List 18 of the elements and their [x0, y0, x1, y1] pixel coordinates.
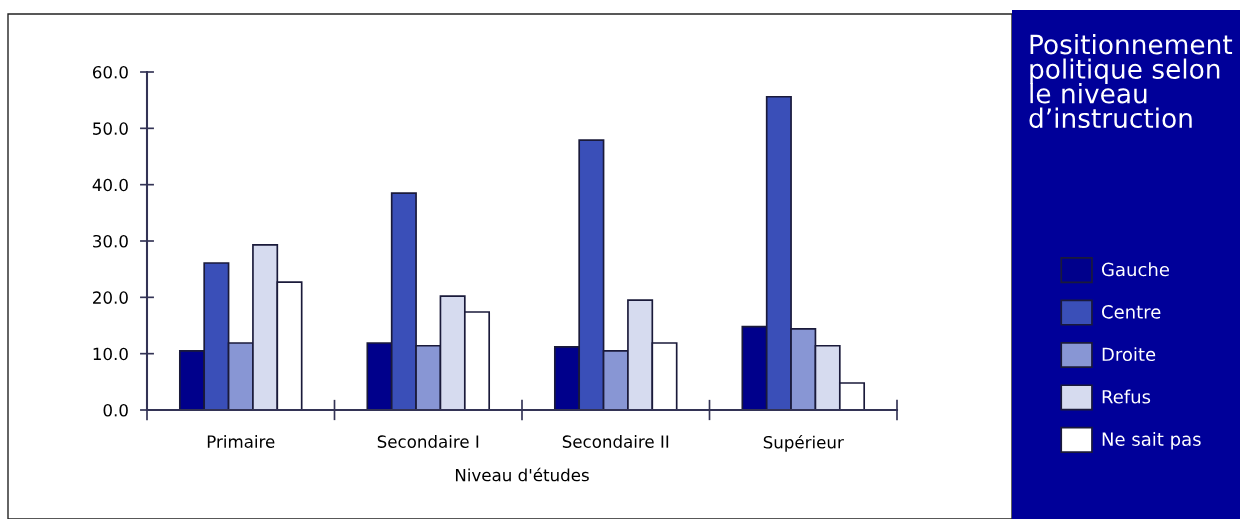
legend-label: Ne sait pas	[1102, 432, 1201, 450]
x-tick-label: Secondaire II	[562, 435, 669, 448]
y-tick-label: 50.0	[93, 122, 128, 135]
y-tick-label: 0.0	[103, 403, 128, 417]
text: Positionnement politique selon le niveau d’instruction	[1029, 34, 1233, 129]
legend-label: Refus	[1102, 389, 1151, 404]
y-tick-label: 40.0	[92, 178, 128, 192]
y-tick-label: 60.0	[93, 65, 128, 79]
y-tick-label: 30.0	[93, 234, 128, 248]
x-axis-title: Niveau d'études	[455, 467, 589, 482]
y-tick-label: 20.0	[93, 291, 128, 304]
legend-label: Centre	[1101, 305, 1161, 319]
y-tick-label: 10.0	[93, 347, 128, 361]
x-tick-label: Supérieur	[763, 435, 844, 452]
legend-label: Gauche	[1101, 262, 1169, 277]
x-tick-label: Primaire	[207, 435, 275, 448]
x-tick-label: Secondaire I	[377, 435, 479, 448]
legend-label: Droite	[1102, 347, 1156, 362]
